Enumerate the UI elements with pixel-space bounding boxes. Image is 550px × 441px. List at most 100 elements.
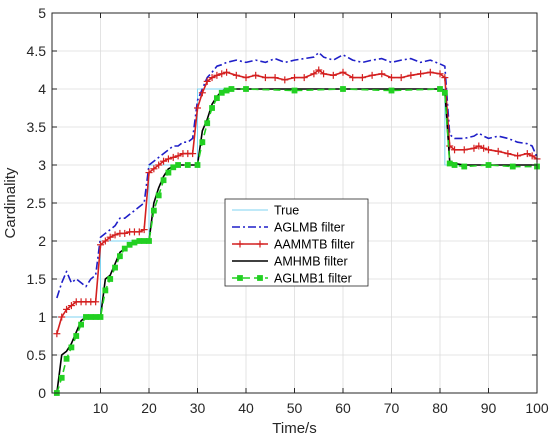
data-point-square — [228, 86, 235, 92]
x-tick-label: 40 — [238, 400, 254, 416]
legend-entry: AGLMB filter — [232, 221, 345, 235]
data-point-square — [97, 314, 104, 320]
series-layer — [53, 51, 541, 396]
data-point-plus — [368, 71, 376, 79]
data-point-plus — [169, 153, 177, 161]
data-point-plus — [236, 240, 244, 248]
data-point-square — [107, 276, 114, 282]
data-point-square — [117, 253, 123, 260]
data-point-plus — [291, 74, 298, 82]
data-point-square — [150, 207, 157, 214]
y-tick-label: 3.5 — [27, 119, 47, 135]
data-point-plus — [388, 74, 395, 82]
legend-entry: AAMMTB filter — [232, 238, 355, 252]
legend-label: AAMMTB filter — [274, 238, 355, 252]
data-point-plus — [242, 74, 250, 82]
data-point-square — [257, 275, 263, 281]
data-point-plus — [470, 144, 478, 152]
data-point-plus — [271, 74, 279, 82]
data-point-square — [73, 333, 80, 339]
data-point-square — [485, 162, 492, 168]
data-point-plus — [198, 89, 206, 97]
data-point-square — [87, 314, 94, 320]
data-point-plus — [320, 70, 328, 78]
data-point-plus — [53, 330, 61, 338]
x-tick-label: 30 — [190, 400, 206, 416]
data-point-plus — [145, 169, 153, 177]
data-point-plus — [140, 226, 148, 234]
legend-label: True — [274, 204, 299, 218]
x-tick-label: 80 — [432, 400, 448, 416]
series-aammtb-filter — [53, 66, 541, 338]
legend: True AGLMB filter AAMMTB filter AMHMB filte… — [224, 198, 369, 287]
y-tick-label: 0.5 — [27, 347, 47, 363]
data-point-square — [209, 105, 215, 111]
data-point-square — [223, 87, 230, 94]
data-point-square — [509, 163, 516, 170]
data-point-plus — [504, 150, 512, 158]
series-line — [56, 51, 538, 299]
data-point-plus — [528, 152, 536, 160]
data-point-plus — [426, 68, 434, 76]
data-point-square — [437, 86, 443, 92]
data-point-plus — [514, 152, 522, 160]
data-point-plus — [208, 74, 216, 82]
x-tick-label: 20 — [141, 400, 157, 416]
data-point-plus — [189, 150, 197, 158]
data-point-plus — [475, 142, 483, 150]
data-point-plus — [135, 228, 143, 236]
data-point-plus — [451, 146, 459, 154]
series-aglmb1-filter — [53, 86, 540, 396]
data-point-square — [131, 239, 138, 246]
series-aglmb-filter — [56, 51, 538, 299]
data-point-square — [68, 344, 75, 351]
legend-label: AGLMB filter — [274, 221, 345, 235]
data-point-square — [218, 89, 225, 96]
data-point-square — [175, 162, 182, 168]
data-point-square — [136, 238, 143, 244]
data-point-square — [446, 160, 453, 167]
data-point-square — [83, 314, 89, 320]
data-point-plus — [174, 152, 182, 160]
data-point-square — [78, 321, 84, 328]
data-point-plus — [203, 77, 211, 85]
x-tick-label: 50 — [287, 400, 303, 416]
data-point-square — [194, 162, 201, 168]
data-point-plus — [160, 157, 168, 165]
x-tick-label: 60 — [335, 400, 351, 416]
data-point-plus — [494, 147, 502, 155]
data-point-plus — [121, 229, 129, 237]
y-tick-label: 1.5 — [27, 271, 47, 287]
data-point-square — [461, 163, 468, 170]
data-point-square — [146, 238, 152, 244]
data-point-plus — [63, 305, 71, 313]
data-point-square — [160, 177, 167, 184]
data-point-square — [92, 314, 99, 320]
data-point-plus — [281, 76, 289, 84]
data-point-plus — [111, 231, 119, 239]
data-point-square — [112, 264, 118, 271]
data-point-square — [184, 162, 191, 168]
data-point-square — [63, 355, 70, 362]
data-point-plus — [339, 68, 347, 76]
data-point-square — [58, 374, 65, 381]
data-point-plus — [407, 71, 415, 79]
data-point-square — [126, 241, 133, 248]
data-point-plus — [417, 70, 425, 78]
data-point-square — [451, 162, 458, 168]
data-point-plus — [436, 70, 444, 78]
data-point-plus — [310, 70, 318, 78]
data-point-square — [141, 238, 148, 244]
data-point-plus — [397, 74, 405, 82]
data-point-square — [165, 169, 172, 176]
data-point-plus — [523, 150, 531, 158]
data-point-plus — [232, 71, 240, 79]
data-point-plus — [349, 74, 357, 82]
data-point-plus — [329, 71, 337, 79]
data-point-square — [204, 120, 211, 127]
ticks: 10 20 30 40 50 60 70 80 90 100 0 0.5 1 1.5 2 2.5 3 3.5 4 4.… — [27, 5, 549, 416]
data-point-plus — [252, 71, 260, 79]
legend-entry: True — [232, 204, 299, 218]
data-point-plus — [358, 74, 366, 82]
